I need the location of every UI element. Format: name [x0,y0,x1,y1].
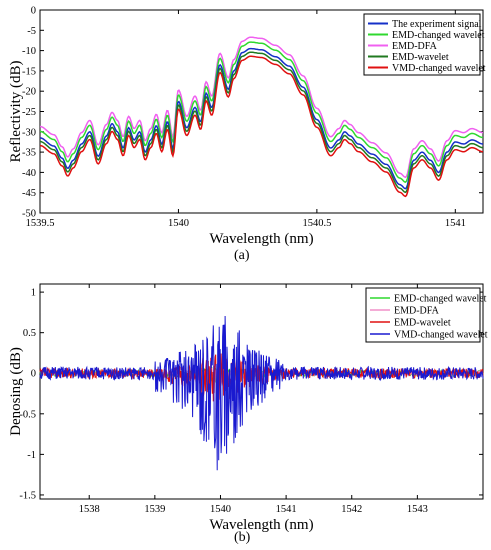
b-y-tick-label: -0.5 [19,409,36,420]
caption-b: (b) [234,530,251,545]
a-x-tick-label: 1541 [445,218,466,229]
a-y-tick-label: -15 [22,66,36,77]
b-x-axis-label: Wavelength (nm) [209,517,313,532]
b-x-tick-label: 1543 [407,504,428,515]
a-x-axis-label: Wavelength (nm) [209,231,313,247]
a-series-line [39,55,484,198]
b-plot-frame [39,283,484,500]
a-series-line [39,36,484,179]
chart-b: 1538 1539 1540 1541 1542 1543 1 0.5 0 -0.5 -1 -1.5 W… [8,283,488,532]
b-y-tick-label: 1 [31,288,36,299]
a-x-tick-label: 1540.5 [302,218,331,229]
b-y-tick-label: -1.5 [19,490,36,501]
b-y-tick-label: 0 [31,369,36,380]
b-legend-entry: VMD-changed wavelet [394,330,488,341]
b-x-tick-label: 1538 [79,504,100,515]
a-y-tick-label: -45 [22,188,36,199]
b-x-tick-label: 1539 [144,504,165,515]
b-x-tick-label: 1541 [276,504,297,515]
a-x-tick-label: 1539.5 [26,218,55,229]
a-series-line [39,41,484,183]
b-x-tick-label: 1542 [341,504,362,515]
a-y-tick-label: -35 [22,148,36,159]
a-legend-entry: EMD-DFA [392,41,438,52]
a-legend-entry: EMD-changed wavelet [392,30,485,41]
a-y-tick-label: -30 [22,127,36,138]
a-y-tick-label: -50 [22,209,36,220]
b-y-tick-label: -1 [27,450,36,461]
b-series-line [39,315,484,471]
a-y-axis-label: Reflectivity (dB) [8,60,24,162]
b-y-axis-label: Denosing (dB) [8,347,24,436]
a-y-tick-label: -20 [22,87,36,98]
a-legend-entry: EMD-wavelet [392,52,449,63]
a-y-tick-label: -25 [22,107,36,118]
chart-a: 1539.5 1540 1540.5 1541 0 -5 -10 -15 -20 -25 -30 -3… [8,6,486,248]
b-legend-entry: EMD-changed wavelet [394,294,487,305]
b-y-tick-label: 0.5 [23,328,36,339]
a-y-tick-label: 0 [31,6,36,17]
a-legend-entry: The experiment signal [392,19,482,30]
a-y-tick-label: -40 [22,168,36,179]
a-y-tick-label: -10 [22,46,36,57]
b-legend-entry: EMD-DFA [394,306,440,317]
b-legend-entry: EMD-wavelet [394,318,451,329]
a-y-tick-label: -5 [27,26,36,37]
a-x-tick-label: 1540 [168,218,189,229]
a-legend-entry: VMD-changed wavelet [392,63,486,74]
b-legend [365,287,481,343]
b-x-tick-label: 1540 [210,504,231,515]
caption-a: (a) [234,248,250,263]
